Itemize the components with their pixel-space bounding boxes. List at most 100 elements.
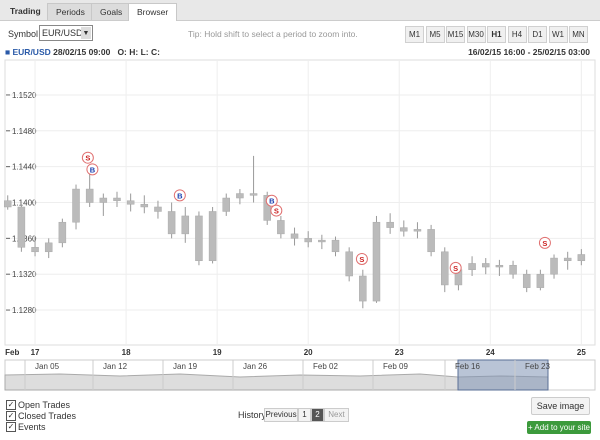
period-button[interactable]: M1: [405, 26, 424, 43]
candle-body: [304, 238, 312, 243]
y-tick-label: 1.1440: [12, 163, 37, 172]
candle-body: [17, 206, 26, 248]
trade-marker-label: S: [274, 207, 279, 216]
candle-body: [563, 257, 572, 262]
candle-body: [181, 215, 190, 235]
previous-button[interactable]: Previous: [264, 408, 298, 422]
candle-body: [72, 188, 80, 223]
dropdown-arrow: ▼: [81, 27, 91, 39]
candle-body: [359, 275, 367, 302]
option-label: Events: [18, 422, 46, 432]
candle-body: [386, 221, 394, 228]
trade-marker: [355, 252, 368, 265]
y-tick-label: 1.1280: [12, 306, 37, 315]
next-button[interactable]: Next: [324, 408, 349, 422]
period-button[interactable]: H1: [487, 26, 506, 43]
trade-marker-label: S: [542, 239, 547, 248]
navigator-label: Feb 23: [525, 362, 550, 371]
candle-body: [345, 251, 353, 277]
y-tick-label: 1.1480: [12, 127, 37, 136]
trade-marker-label: B: [90, 165, 96, 174]
candle-body: [195, 215, 203, 262]
candle-body: [277, 220, 285, 235]
x-tick-label: Feb: [5, 348, 19, 357]
candle-body: [318, 239, 326, 243]
candle-body: [99, 197, 108, 203]
candle-body: [249, 193, 258, 196]
trade-marker-label: S: [359, 255, 364, 264]
period-button[interactable]: M15: [446, 26, 465, 43]
candle-body: [44, 242, 53, 253]
period-button[interactable]: D1: [528, 26, 547, 43]
symbol-select[interactable]: EUR/USD ▼: [39, 25, 93, 41]
symbol-label: Symbol: [8, 29, 39, 39]
candle-body: [208, 211, 217, 262]
symbol-value: EUR/USD: [42, 28, 83, 38]
tab[interactable]: Browser: [128, 3, 178, 21]
candle-body: [3, 200, 12, 208]
candle-body: [113, 197, 121, 201]
trade-marker: [86, 163, 99, 176]
history-label: History: [238, 410, 267, 420]
candle-body: [331, 239, 340, 253]
chart-range: 16/02/15 16:00 - 25/02/15 03:00: [468, 47, 590, 57]
page-button[interactable]: 1: [298, 408, 311, 422]
candle-body: [263, 195, 271, 221]
trade-marker: [538, 236, 551, 249]
page-button[interactable]: 2: [311, 408, 324, 422]
x-tick-label: 20: [304, 348, 313, 357]
trade-marker-label: S: [453, 264, 458, 273]
period-button[interactable]: W1: [548, 26, 568, 43]
trade-marker: [81, 151, 94, 164]
y-tick-label: 1.1320: [12, 270, 37, 279]
chart: 1.12801.13201.13601.14001.14401.14801.15…: [3, 59, 596, 391]
candle-body: [290, 233, 299, 239]
navigator-label: Jan 26: [243, 362, 268, 371]
checkbox[interactable]: ✓: [6, 422, 16, 432]
trade-marker-label: S: [85, 154, 90, 163]
candle-body: [441, 251, 449, 286]
candle-body: [481, 263, 490, 268]
candle-body: [536, 273, 545, 288]
chart-date: 28/02/15 09:00: [53, 47, 111, 57]
navigator-label: Jan 19: [173, 362, 198, 371]
candle-body: [154, 206, 162, 212]
candle-body: [140, 204, 149, 208]
trade-marker: [173, 189, 186, 202]
candle-body: [550, 257, 558, 275]
checkbox[interactable]: ✓: [6, 400, 16, 410]
navigator-label: Jan 05: [35, 362, 60, 371]
x-tick-label: 24: [486, 348, 495, 357]
period-button[interactable]: M30: [466, 26, 486, 43]
navigator-label: Feb 02: [313, 362, 338, 371]
x-tick-label: 25: [577, 348, 586, 357]
navigator-selection[interactable]: [457, 359, 549, 391]
tip: Tip: Hold shift to select a period to zo…: [188, 29, 358, 39]
period-button[interactable]: H4: [507, 26, 527, 43]
navigator-label: Feb 16: [455, 362, 480, 371]
trade-marker-label: B: [177, 191, 183, 200]
candle-body: [468, 263, 476, 270]
candle-body: [577, 254, 586, 262]
period-button[interactable]: M5: [425, 26, 445, 43]
tab[interactable]: Trading: [10, 6, 41, 16]
y-tick-label: 1.1520: [12, 91, 37, 100]
x-tick-label: 17: [31, 348, 40, 357]
candle-body: [58, 221, 67, 244]
trade-marker: [265, 194, 278, 207]
candle-body: [495, 264, 504, 268]
x-tick-label: 23: [395, 348, 404, 357]
checkbox[interactable]: ✓: [6, 411, 16, 421]
trade-marker: [449, 261, 462, 274]
save-button[interactable]: Save image: [531, 397, 590, 415]
candle-body: [372, 221, 381, 302]
trade-marker-label: B: [269, 197, 275, 206]
period-button[interactable]: MN: [569, 26, 588, 43]
candle-body: [400, 227, 408, 232]
x-tick-label: 19: [213, 348, 222, 357]
candle-body: [85, 188, 94, 203]
x-tick-label: 18: [122, 348, 131, 357]
add-button[interactable]: + Add to your site: [527, 421, 591, 434]
navigator-label: Feb 09: [383, 362, 408, 371]
